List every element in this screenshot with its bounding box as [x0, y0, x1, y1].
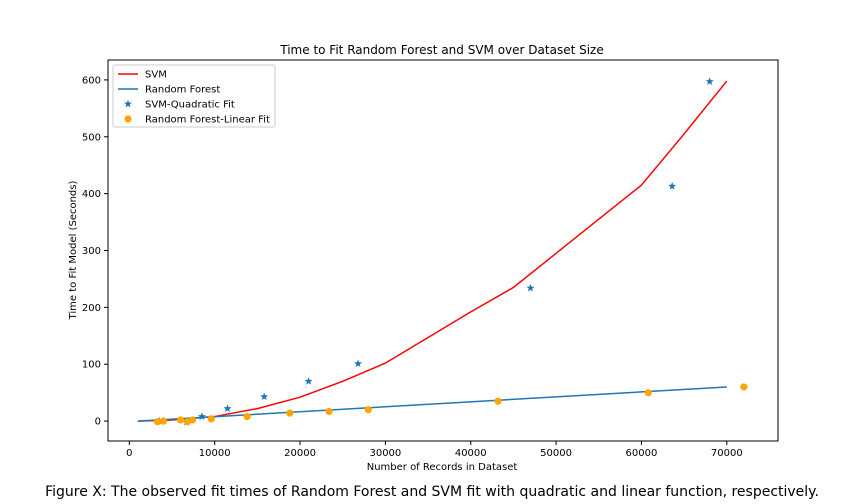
data-point-random-forest-linear-fit — [153, 418, 162, 426]
series-lines — [137, 80, 728, 422]
series-line-svm — [137, 80, 728, 422]
legend-box — [112, 64, 276, 128]
chart-title: Time to Fit Random Forest and SVM over D… — [279, 43, 603, 57]
x-tick-label: 10000 — [199, 448, 231, 459]
x-axis-label: Number of Records in Dataset — [367, 462, 518, 473]
data-point-random-forest-linear-fit — [159, 417, 168, 425]
x-tick-label: 50000 — [540, 448, 572, 459]
data-point-random-forest-linear-fit — [325, 407, 333, 416]
data-point-svm-quadratic-fit — [354, 359, 363, 368]
legend-label-random-forest: Random Forest — [145, 85, 220, 96]
data-point-random-forest-linear-fit — [188, 416, 197, 424]
legend-swatch-random-forest-linear-fit — [124, 115, 132, 123]
data-point-random-forest-linear-fit — [644, 389, 652, 397]
legend-label-random-forest-linear-fit: Random Forest-Linear Fit — [145, 115, 270, 126]
y-tick-label: 200 — [82, 303, 101, 314]
y-axis-ticks: 0 100 200 300 400 500 600 — [82, 75, 108, 428]
data-point-random-forest-linear-fit — [207, 415, 215, 423]
data-point-svm-quadratic-fit — [526, 283, 535, 292]
data-point-random-forest-linear-fit — [286, 409, 294, 417]
legend-swatch-svm-quadratic-fit — [124, 99, 132, 108]
data-point-random-forest-linear-fit — [494, 397, 502, 405]
data-point-random-forest-linear-fit — [176, 416, 185, 424]
y-tick-label: 300 — [82, 246, 101, 257]
y-tick-label: 600 — [82, 75, 101, 86]
series-line-random-forest — [137, 386, 727, 422]
x-tick-label: 40000 — [455, 448, 487, 459]
data-point-random-forest-linear-fit — [243, 412, 251, 421]
figure-caption: Figure X: The observed fit times of Rand… — [45, 484, 819, 500]
x-tick-label: 20000 — [284, 448, 316, 459]
x-axis-ticks: 0 10000 20000 30000 40000 50000 60000 70000 — [126, 441, 743, 459]
data-point-svm-quadratic-fit — [705, 77, 714, 86]
y-axis-label: Time to Fit Model (Seconds) — [68, 181, 79, 321]
data-point-random-forest-linear-fit — [740, 383, 748, 391]
data-point-random-forest-linear-fit — [364, 406, 372, 414]
series-points — [153, 77, 748, 426]
y-tick-label: 400 — [82, 189, 101, 200]
y-tick-label: 500 — [82, 132, 101, 143]
x-tick-label: 60000 — [626, 448, 658, 459]
data-point-svm-quadratic-fit — [197, 412, 206, 420]
chart: Time to Fit Random Forest and SVM over D… — [68, 43, 779, 473]
legend: SVM Random Forest SVM-Quadratic Fit Random … — [112, 64, 276, 128]
data-point-svm-quadratic-fit — [304, 377, 313, 385]
x-tick-label: 0 — [126, 448, 132, 459]
data-point-svm-quadratic-fit — [668, 182, 677, 190]
legend-label-svm: SVM — [145, 70, 167, 81]
legend-label-svm-quadratic-fit: SVM-Quadratic Fit — [145, 100, 235, 111]
data-point-svm-quadratic-fit — [260, 392, 269, 401]
data-point-svm-quadratic-fit — [223, 404, 232, 412]
y-tick-label: 100 — [82, 360, 101, 371]
y-tick-label: 0 — [95, 417, 101, 428]
x-tick-label: 70000 — [711, 448, 743, 459]
x-tick-label: 30000 — [369, 448, 401, 459]
